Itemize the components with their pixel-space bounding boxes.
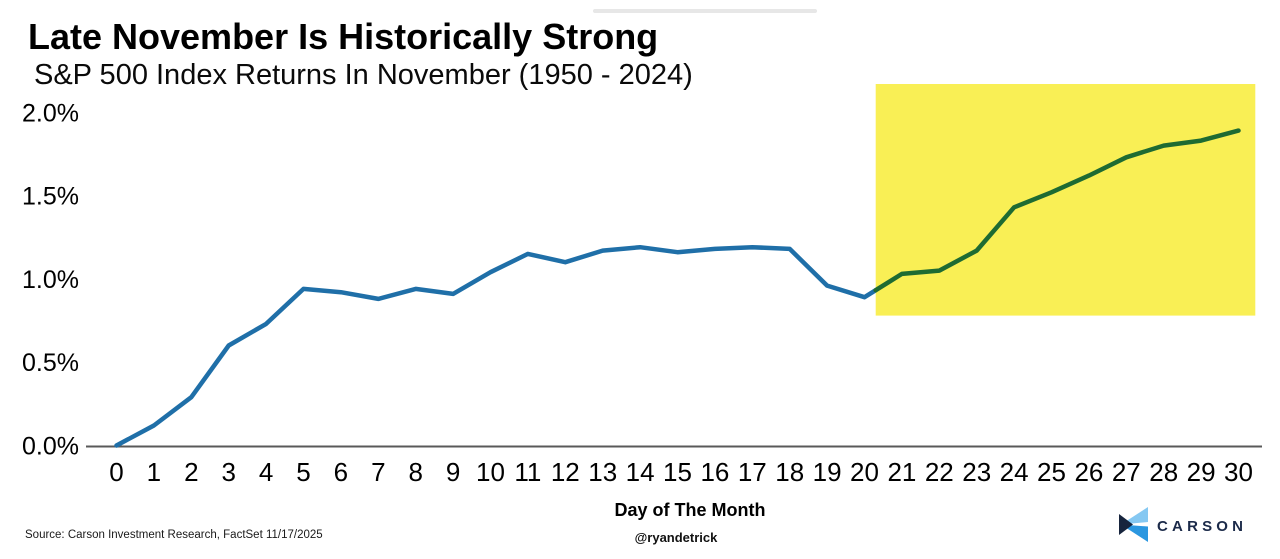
x-tick-label: 4	[259, 457, 273, 487]
x-tick-label: 19	[813, 457, 842, 487]
x-tick-label: 5	[296, 457, 310, 487]
y-tick-label: 2.0%	[22, 99, 79, 127]
x-tick-label: 2	[184, 457, 198, 487]
carson-logo-icon	[1119, 507, 1148, 542]
x-tick-label: 26	[1074, 457, 1103, 487]
top-artifact-line	[593, 9, 817, 13]
x-tick-label: 27	[1112, 457, 1141, 487]
x-tick-label: 8	[408, 457, 422, 487]
x-tick-label: 15	[663, 457, 692, 487]
x-tick-label: 28	[1149, 457, 1178, 487]
chart-title: Late November Is Historically Strong	[28, 16, 659, 57]
x-tick-label: 0	[109, 457, 123, 487]
x-tick-label: 17	[738, 457, 767, 487]
x-tick-label: 24	[1000, 457, 1029, 487]
x-tick-label: 23	[962, 457, 991, 487]
x-tick-label: 18	[775, 457, 804, 487]
x-tick-label: 20	[850, 457, 879, 487]
x-tick-label: 13	[588, 457, 617, 487]
x-tick-label: 16	[700, 457, 729, 487]
x-tick-label: 7	[371, 457, 385, 487]
x-tick-label: 25	[1037, 457, 1066, 487]
x-tick-label: 22	[925, 457, 954, 487]
source-note: Source: Carson Investment Research, Fact…	[25, 529, 323, 541]
x-tick-label: 1	[147, 457, 161, 487]
late-november-highlight	[875, 84, 1256, 316]
x-tick-label: 3	[221, 457, 235, 487]
carson-brand-text: CARSON	[1157, 517, 1248, 535]
y-tick-label: 1.5%	[22, 183, 79, 211]
carson-brand-logo: CARSON	[1118, 506, 1247, 544]
x-tick-label: 6	[334, 457, 348, 487]
y-tick-label: 0.5%	[22, 349, 79, 377]
x-tick-label: 14	[626, 457, 655, 487]
x-tick-label: 30	[1224, 457, 1253, 487]
author-handle: @ryandetrick	[634, 530, 718, 545]
x-tick-label: 12	[551, 457, 580, 487]
avg-return-days-20-30	[873, 128, 1241, 293]
avg-return-days-0-20	[114, 244, 878, 448]
x-tick-label: 10	[476, 457, 505, 487]
y-tick-label: 1.0%	[22, 266, 79, 294]
x-tick-label: 11	[514, 457, 541, 487]
chart-subtitle: S&P 500 Index Returns In November (1950 …	[34, 59, 693, 91]
x-axis-title: Day of The Month	[614, 500, 766, 520]
x-tick-label: 29	[1187, 457, 1216, 487]
x-tick-label: 21	[887, 457, 916, 487]
y-tick-label: 0.0%	[22, 433, 79, 461]
x-tick-label: 9	[446, 457, 460, 487]
